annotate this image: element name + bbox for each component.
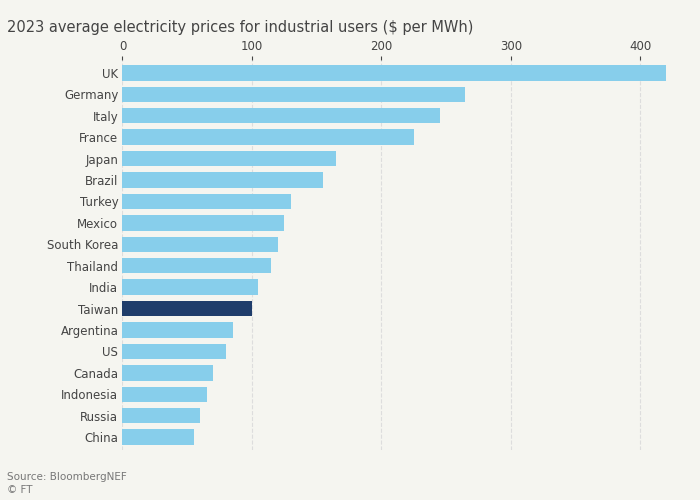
Bar bbox=[122, 108, 440, 124]
Bar bbox=[122, 86, 466, 102]
Bar bbox=[122, 151, 336, 166]
Bar bbox=[122, 65, 666, 80]
Bar bbox=[122, 386, 206, 402]
Bar bbox=[122, 365, 213, 380]
Bar bbox=[122, 215, 284, 230]
Text: 2023 average electricity prices for industrial users ($ per MWh): 2023 average electricity prices for indu… bbox=[7, 20, 473, 35]
Bar bbox=[122, 194, 290, 209]
Bar bbox=[122, 322, 232, 338]
Text: Source: BloombergNEF
© FT: Source: BloombergNEF © FT bbox=[7, 472, 127, 495]
Bar bbox=[122, 280, 258, 295]
Bar bbox=[122, 258, 272, 274]
Bar bbox=[122, 408, 200, 424]
Bar bbox=[122, 130, 414, 145]
Bar bbox=[122, 236, 278, 252]
Bar bbox=[122, 172, 323, 188]
Bar bbox=[122, 301, 252, 316]
Bar bbox=[122, 430, 194, 445]
Bar bbox=[122, 344, 226, 359]
